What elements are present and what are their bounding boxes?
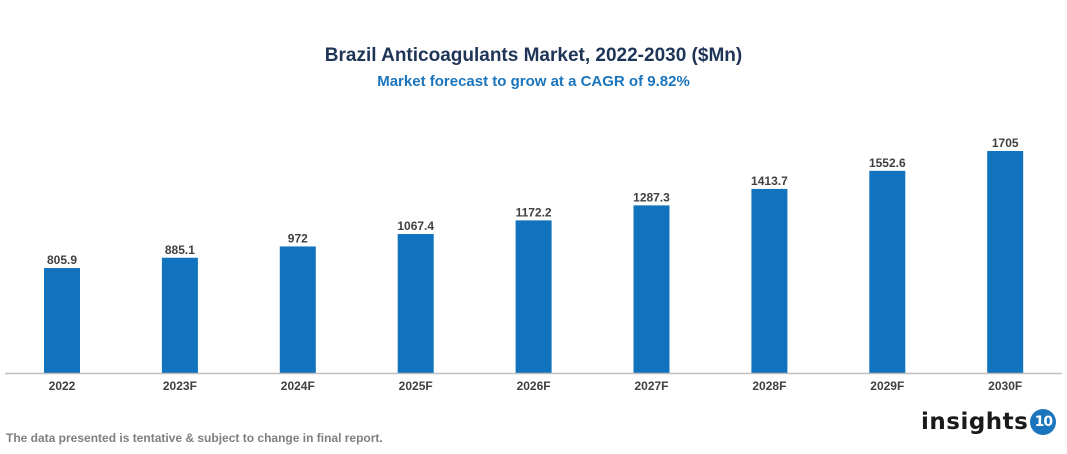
chart-subtitle: Market forecast to grow at a CAGR of 9.8…: [377, 73, 690, 90]
x-tick-label: 2022: [49, 379, 76, 393]
data-label: 1287.3: [633, 190, 670, 204]
data-label: 972: [288, 231, 308, 245]
data-label: 1172.2: [516, 205, 552, 219]
disclaimer-footer: The data presented is tentative & subjec…: [6, 431, 383, 445]
bar-2024F: [279, 246, 316, 373]
data-label: 885.1: [165, 243, 195, 257]
bar-2026F: [515, 220, 552, 373]
chart-title: Brazil Anticoagulants Market, 2022-2030 …: [324, 45, 743, 66]
x-tick-label: 2026F: [517, 379, 551, 393]
bar-2029F: [869, 170, 906, 373]
bar-2023F: [161, 257, 198, 373]
data-label: 1413.7: [751, 174, 788, 188]
x-tick-label: 2025F: [399, 379, 433, 393]
data-label: 1067.4: [397, 219, 434, 233]
x-tick-label: 2023F: [163, 379, 197, 393]
x-tick-label: 2027F: [634, 379, 668, 393]
logo-text: insights: [921, 409, 1029, 435]
x-tick-label: 2029F: [870, 379, 904, 393]
bar-2028F: [751, 188, 788, 373]
data-label: 1552.6: [869, 156, 906, 170]
bar-2022: [44, 268, 80, 373]
bar-2025F: [397, 234, 434, 373]
data-label: 1705: [992, 136, 1019, 150]
x-tick-label: 2024F: [281, 379, 315, 393]
x-tick-label: 2030F: [988, 379, 1022, 393]
insights10-logo: insights 10: [921, 409, 1057, 435]
bar-2030F: [987, 151, 1024, 373]
bar-2027F: [633, 205, 670, 373]
logo-badge: 10: [1030, 409, 1057, 435]
data-label: 805.9: [47, 253, 77, 267]
x-tick-label: 2028F: [752, 379, 786, 393]
